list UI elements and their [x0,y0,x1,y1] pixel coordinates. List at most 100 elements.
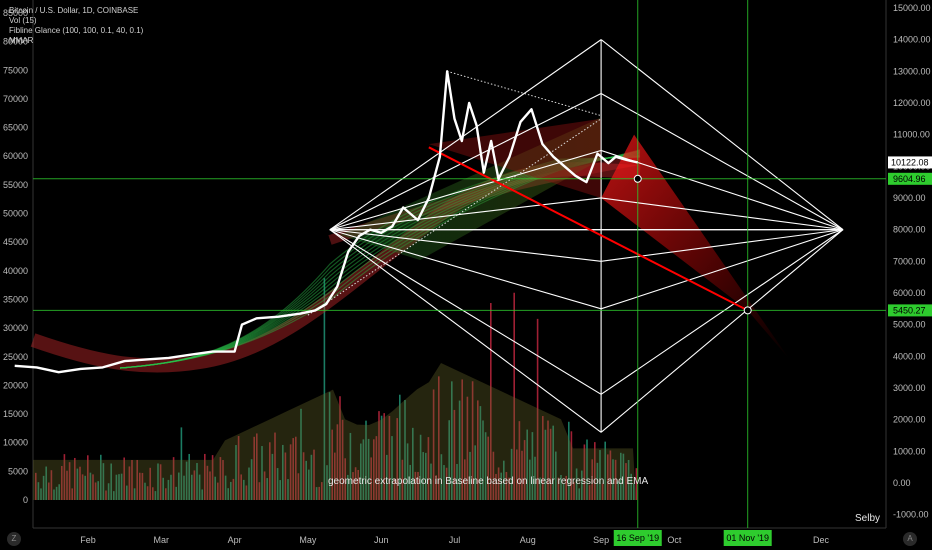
volume-bar [357,470,359,500]
volume-bar [419,434,422,500]
volume-bar [206,465,209,500]
volume-bars [33,278,638,500]
left-axis-tick-label: 70000 [3,94,28,104]
target-marker [633,174,642,183]
left-axis-tick-label: 85000 [3,8,28,18]
volume-bar [549,428,552,500]
volume-bar [183,475,185,500]
date-tag [723,530,772,546]
ema-red-ribbon [30,162,641,373]
volume-bar [544,429,547,500]
x-axis: FebMarAprMayJunJulAugSepOctNovDec16 Sep … [80,530,829,546]
volume-bar [482,420,484,500]
left-axis-tick-label: 65000 [3,123,28,133]
right-axis-tick-label: 1000.00 [893,446,926,456]
volume-bar [263,471,266,500]
geometry-line [329,92,602,231]
volume-bar [279,480,281,500]
volume-bar [534,456,536,500]
price-series-line [14,70,639,374]
legend-mmar: MMAR [9,36,34,45]
projection-cone [601,134,790,360]
volume-bar [50,470,53,500]
volume-bar [349,432,352,500]
volume-bar [144,482,146,500]
volume-bar [123,457,125,500]
left-axis-tick-label: 40000 [3,266,28,276]
volume-bar [510,448,513,500]
volume-bar [214,476,216,500]
left-axis-tick-label: 45000 [3,237,28,247]
volume-bar [479,406,482,500]
volume-bar [404,399,406,500]
volume-bar [149,467,151,500]
volume-bar [141,472,144,500]
volume-bar [276,468,279,500]
volume-bar [430,463,432,500]
regression-line [428,146,749,312]
volume-bar [612,459,614,500]
volume-bar [63,454,66,500]
right-axis-tick-label: 6000.00 [893,288,926,298]
left-axis-tick-label: 25000 [3,352,28,362]
volume-bar [596,462,599,500]
fan-line [329,229,844,262]
right-axis-tick-label: 13000.00 [893,66,931,76]
volume-bar [224,475,227,500]
volume-bar [188,453,190,500]
volume-bar [367,438,370,500]
volume-bar [53,489,55,500]
volume-bar [565,475,567,500]
volume-bar [588,485,591,500]
volume-bar [42,475,45,500]
volume-bar [211,455,214,500]
volume-bar [627,459,630,500]
x-axis-tick-label: Mar [154,535,170,545]
volume-bar [66,470,68,500]
volume-bar [97,481,99,500]
volume-bar [469,451,471,500]
volume-bar [170,474,172,500]
volume-bar [354,467,357,500]
volume-bar [133,488,136,500]
volume-bar [601,483,604,500]
volume-bar [167,479,170,500]
auto-scale-button[interactable]: A [903,532,917,546]
volume-bar [287,479,289,500]
volume-bar [440,454,443,500]
volume-bar [508,477,510,500]
volume-bar [622,453,625,500]
left-axis-tick-label: 60000 [3,151,28,161]
volume-bar [513,292,515,500]
volume-bar [110,463,112,500]
volume-bar [477,400,479,500]
volume-bar [630,473,632,500]
volume-bar [560,474,562,500]
volume-bar [315,487,318,500]
volume-bar [102,463,105,500]
volume-bar [146,486,149,500]
level-tag [888,304,932,317]
author-name: Selby [855,513,881,524]
volume-bar [308,469,310,500]
volume-bar [552,425,554,500]
fan-line [329,197,844,231]
right-axis-tick-label: 0.00 [893,478,911,488]
geometry-line [600,92,844,231]
volume-bar [81,474,84,500]
volume-bar [261,446,263,500]
volume-bar [604,441,606,500]
volume-bar [89,472,92,500]
volume-bar [495,473,497,500]
volume-bar [45,466,47,500]
volume-bar [586,439,588,500]
volume-bar [87,455,89,500]
geometry-line [329,229,602,395]
volume-bar [118,474,120,500]
volume-bar [474,445,476,500]
volume-bar [339,396,341,500]
timezone-button[interactable]: Z [7,532,21,546]
volume-bar [100,454,102,500]
volume-bar [328,392,331,500]
